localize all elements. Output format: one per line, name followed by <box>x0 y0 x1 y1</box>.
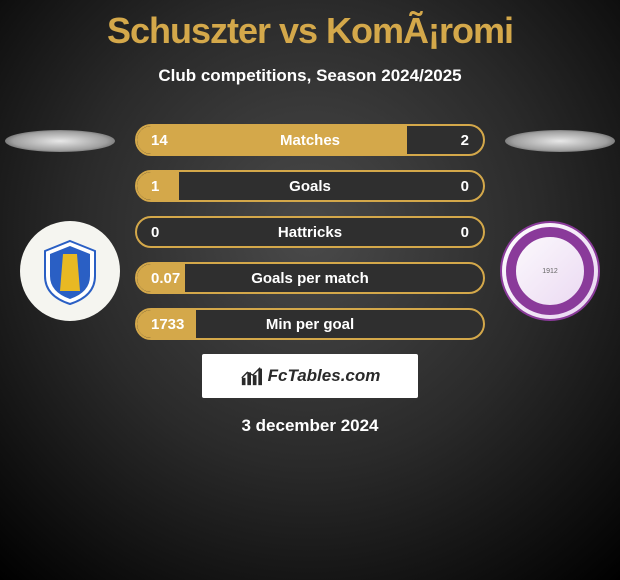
comparison-arena: 1912 14Matches21Goals00Hattricks00.07Goa… <box>0 106 620 336</box>
shield-icon <box>35 236 105 306</box>
stat-right-value: 0 <box>461 178 469 195</box>
season-subtitle: Club competitions, Season 2024/2025 <box>0 66 620 86</box>
stat-label: Goals per match <box>137 270 483 287</box>
stat-rows: 14Matches21Goals00Hattricks00.07Goals pe… <box>135 124 485 340</box>
stat-label: Hattricks <box>137 224 483 241</box>
right-club-crest: 1912 <box>500 221 600 321</box>
brand-text: FcTables.com <box>268 366 381 386</box>
stat-row: 0Hattricks0 <box>135 216 485 248</box>
stat-row: 1Goals0 <box>135 170 485 202</box>
stat-row: 14Matches2 <box>135 124 485 156</box>
crest-year: 1912 <box>542 268 558 275</box>
stat-label: Goals <box>137 178 483 195</box>
stat-label: Matches <box>137 132 483 149</box>
left-club-crest <box>20 221 120 321</box>
snapshot-date: 3 december 2024 <box>0 416 620 436</box>
stat-right-value: 2 <box>461 132 469 149</box>
comparison-title: Schuszter vs KomÃ¡romi <box>0 0 620 52</box>
stat-row: 0.07Goals per match <box>135 262 485 294</box>
shadow-left <box>5 130 115 152</box>
shadow-right <box>505 130 615 152</box>
stat-label: Min per goal <box>137 316 483 333</box>
stat-row: 1733Min per goal <box>135 308 485 340</box>
bar-chart-icon <box>240 365 262 387</box>
brand-box[interactable]: FcTables.com <box>202 354 418 398</box>
stat-right-value: 0 <box>461 224 469 241</box>
